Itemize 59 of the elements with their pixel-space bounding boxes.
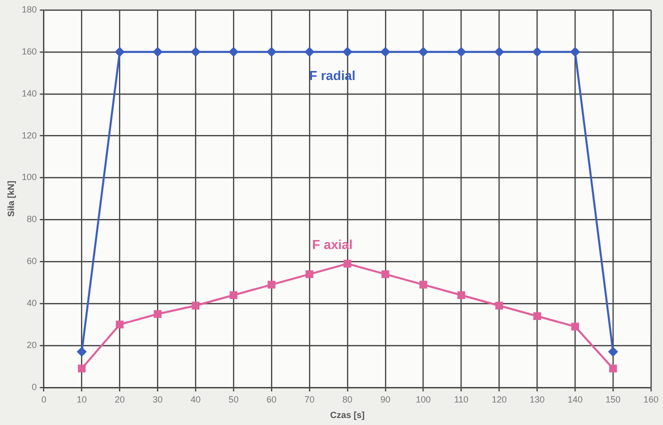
point: [230, 291, 238, 300]
y-tick-label: 60: [26, 256, 37, 266]
x-tick-label: 110: [454, 394, 468, 404]
x-tick-label: 130: [530, 394, 545, 404]
x-tick-label: 70: [304, 394, 314, 404]
point: [228, 46, 239, 57]
x-tick-label: 10: [76, 394, 87, 404]
point: [381, 270, 390, 278]
x-axis-title: Czas [s]: [330, 410, 365, 420]
point: [268, 280, 276, 289]
point: [344, 260, 352, 268]
x-tick-label: 90: [380, 394, 390, 404]
point: [266, 46, 277, 57]
point: [76, 346, 87, 357]
point: [457, 291, 466, 300]
point: [192, 302, 200, 310]
point: [306, 270, 314, 278]
point: [78, 364, 86, 372]
y-axis-title: Siła [kN]: [6, 180, 16, 217]
x-tick-label: 100: [416, 394, 431, 404]
point: [570, 46, 580, 57]
x-tick-label: 30: [152, 394, 163, 404]
x-tick-label: 60: [266, 394, 277, 404]
x-tick-label: 40: [190, 394, 201, 404]
point: [154, 310, 162, 318]
y-tick-label: 0: [32, 382, 37, 392]
x-tick-label: 20: [114, 394, 125, 404]
point: [419, 280, 428, 289]
x-tick-label: 120: [492, 394, 507, 404]
x-tick-label: 150: [606, 394, 621, 404]
point: [152, 46, 163, 57]
x-tick-label: 0: [41, 394, 46, 404]
y-tick-label: 160: [22, 46, 37, 56]
y-tick-label: 40: [26, 298, 37, 308]
x-tick-label: 50: [228, 394, 239, 404]
y-tick-label: 80: [26, 214, 37, 224]
point: [532, 46, 542, 57]
point: [495, 302, 504, 310]
point: [533, 312, 542, 320]
point: [494, 46, 504, 57]
point: [114, 46, 125, 57]
x-tick-label: 160: [643, 394, 659, 404]
x-tick-label: 80: [342, 394, 352, 404]
y-tick-label: 140: [22, 88, 37, 98]
point: [456, 46, 466, 57]
point: [418, 46, 428, 57]
point: [609, 364, 617, 372]
point: [116, 320, 124, 328]
y-tick-label: 100: [22, 172, 37, 182]
y-tick-label: 180: [22, 4, 37, 14]
point: [190, 46, 201, 57]
point: [571, 322, 579, 330]
point: [608, 346, 618, 357]
x-tick-label: 140: [568, 394, 583, 404]
y-tick-label: 20: [26, 340, 37, 350]
y-tick-label: 120: [22, 130, 37, 140]
point: [342, 46, 352, 57]
point: [380, 46, 390, 57]
point: [304, 46, 314, 57]
